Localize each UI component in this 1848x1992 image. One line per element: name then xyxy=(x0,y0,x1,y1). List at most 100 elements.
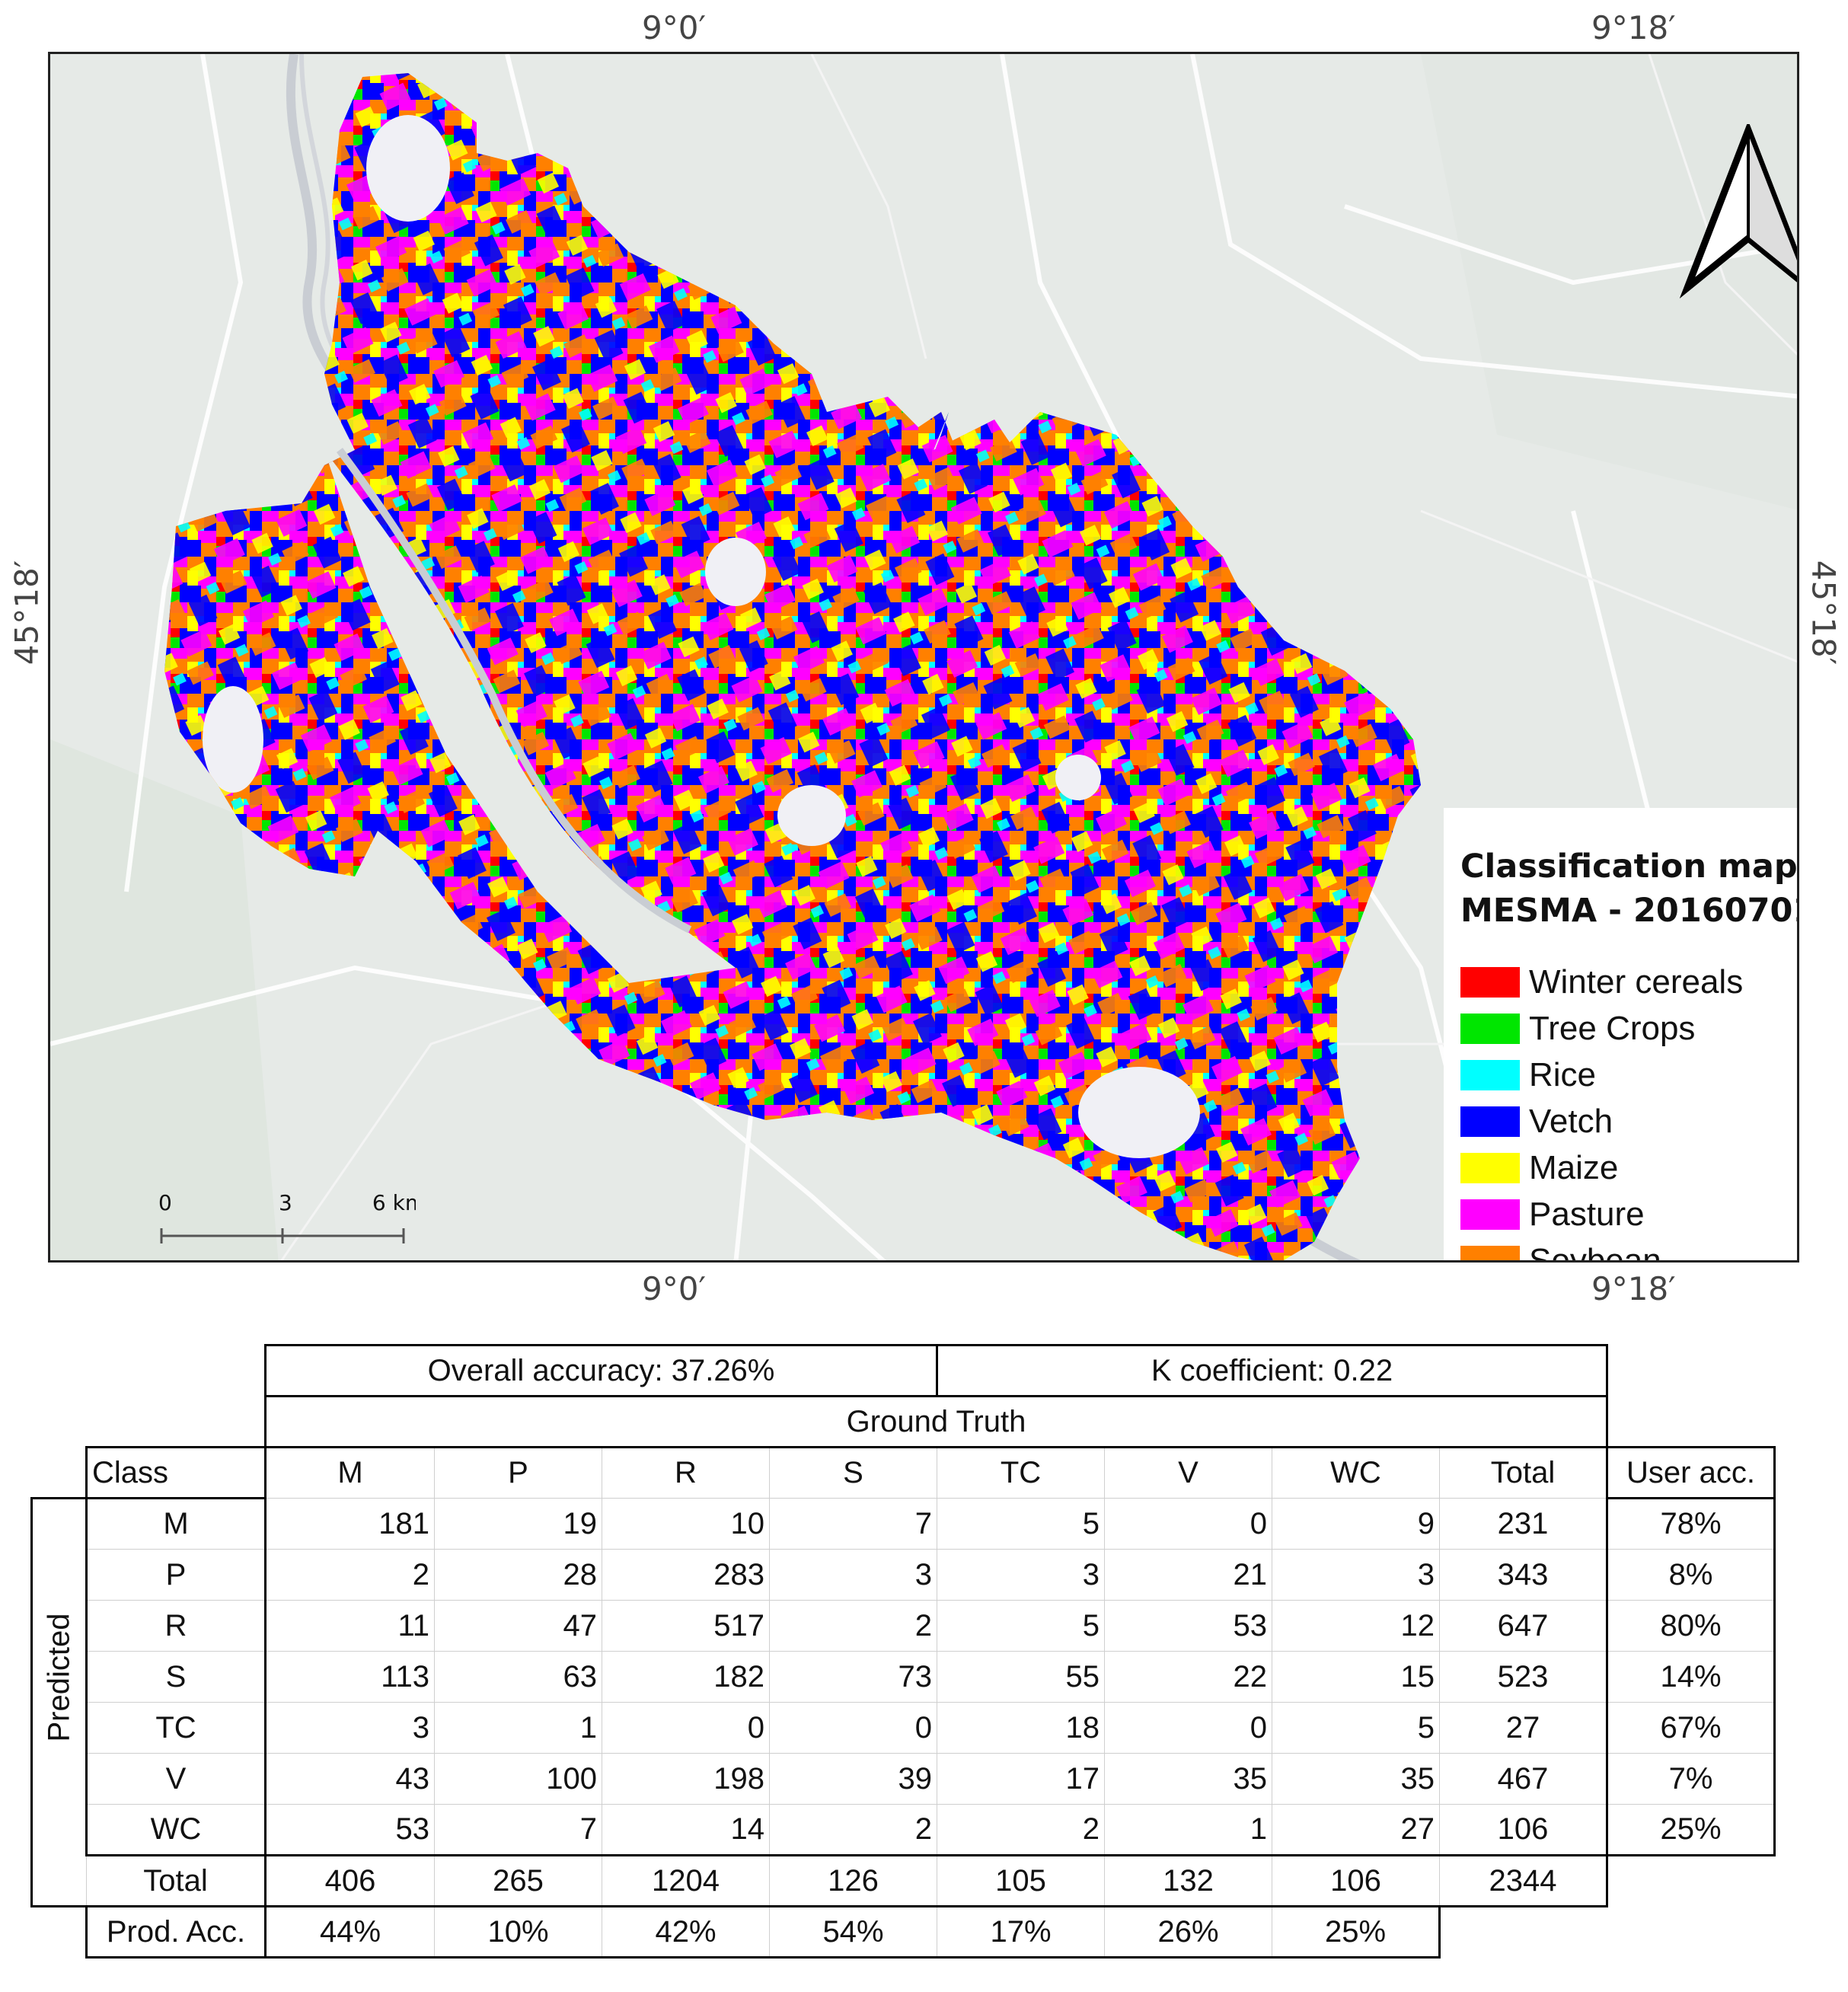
coord-top-right: 9°18′ xyxy=(1591,9,1676,46)
legend-item-tree-crops: Tree Crops xyxy=(1460,1005,1797,1052)
class-header: Class xyxy=(85,1446,266,1499)
cell: 47 xyxy=(434,1600,602,1652)
cell: 21 xyxy=(1104,1549,1272,1601)
cell: 22 xyxy=(1104,1651,1272,1703)
ground-truth-row: Ground Truth xyxy=(32,1395,1775,1448)
legend-swatch xyxy=(1460,1199,1520,1230)
cell: 55 xyxy=(937,1651,1105,1703)
user-acc: 8% xyxy=(1607,1549,1776,1601)
scale-tick-label-3: 3 xyxy=(279,1190,292,1215)
table-row: V 43 100 198 39 17 35 35 467 7% xyxy=(32,1753,1776,1805)
col-header-total: Total xyxy=(1439,1446,1608,1499)
cell: 73 xyxy=(769,1651,937,1703)
legend-label: Vetch xyxy=(1529,1102,1613,1140)
total-cell: 132 xyxy=(1104,1855,1272,1907)
table-row: Predicted M 181 19 10 7 5 0 9 231 78% xyxy=(30,1497,1776,1856)
grand-total: 2344 xyxy=(1439,1855,1608,1907)
prod-acc-cell: 44% xyxy=(265,1906,435,1958)
legend-item-rice: Rice xyxy=(1460,1052,1797,1098)
prod-acc-cell: 17% xyxy=(937,1906,1105,1958)
ground-truth-header: Ground Truth xyxy=(264,1395,1608,1448)
cell: 517 xyxy=(602,1600,770,1652)
cell: 3 xyxy=(265,1702,435,1754)
cell: 35 xyxy=(1104,1753,1272,1805)
row-total: 647 xyxy=(1439,1600,1608,1652)
cell: 39 xyxy=(769,1753,937,1805)
cell: 12 xyxy=(1272,1600,1440,1652)
cell: 2 xyxy=(769,1804,937,1856)
cell: 2 xyxy=(937,1804,1105,1856)
legend-label: Maize xyxy=(1529,1148,1619,1186)
scale-tick-label-6: 6 km xyxy=(372,1190,416,1215)
user-acc: 67% xyxy=(1607,1702,1776,1754)
row-label: R xyxy=(85,1600,267,1652)
prod-acc-cell: 26% xyxy=(1104,1906,1272,1958)
cell: 3 xyxy=(769,1549,937,1601)
cell: 7 xyxy=(769,1498,937,1550)
legend-swatch xyxy=(1460,1106,1520,1137)
legend-swatch xyxy=(1460,1013,1520,1044)
col-header-p: P xyxy=(434,1446,602,1499)
prod-acc-label: Prod. Acc. xyxy=(85,1906,267,1958)
overall-accuracy: Overall accuracy: 37.26% xyxy=(264,1344,938,1397)
total-cell: 106 xyxy=(1272,1855,1440,1907)
cell: 15 xyxy=(1272,1651,1440,1703)
coord-bottom-left: 9°0′ xyxy=(642,1270,706,1307)
prod-acc-cell: 54% xyxy=(769,1906,937,1958)
user-acc-header: User acc. xyxy=(1606,1446,1776,1499)
row-label: M xyxy=(85,1498,267,1550)
total-cell: 1204 xyxy=(602,1855,770,1907)
user-acc: 14% xyxy=(1607,1651,1776,1703)
legend-swatch xyxy=(1460,1245,1520,1260)
legend-item-vetch: Vetch xyxy=(1460,1098,1797,1144)
total-cell: 265 xyxy=(434,1855,602,1907)
table-row: WC 53 7 14 2 2 1 27 106 25% xyxy=(32,1804,1776,1856)
basemap xyxy=(50,54,1797,1260)
table-row: P 2 28 283 3 3 21 3 343 8% xyxy=(32,1549,1776,1601)
cell: 10 xyxy=(602,1498,770,1550)
coord-top-left: 9°0′ xyxy=(642,9,706,46)
row-total: 106 xyxy=(1439,1804,1608,1856)
total-row-label: Total xyxy=(86,1855,267,1907)
row-label: WC xyxy=(85,1804,267,1856)
coord-bottom-right: 9°18′ xyxy=(1591,1270,1676,1307)
cell: 283 xyxy=(602,1549,770,1601)
row-label: P xyxy=(85,1549,267,1601)
row-total: 27 xyxy=(1439,1702,1608,1754)
coord-left: 45°18′ xyxy=(8,560,46,666)
prod-acc-cell: 10% xyxy=(434,1906,602,1958)
cell: 35 xyxy=(1272,1753,1440,1805)
cell: 181 xyxy=(265,1498,435,1550)
total-cell: 126 xyxy=(769,1855,937,1907)
prod-acc-cell: 42% xyxy=(602,1906,770,1958)
cell: 11 xyxy=(265,1600,435,1652)
legend-items: Winter cereals Tree Crops Rice Vetch Mai… xyxy=(1460,959,1797,1263)
cell: 28 xyxy=(434,1549,602,1601)
legend-item-pasture: Pasture xyxy=(1460,1191,1797,1237)
col-header-v: V xyxy=(1104,1446,1272,1499)
legend-label: Winter cereals xyxy=(1529,962,1744,1001)
cell: 0 xyxy=(1104,1498,1272,1550)
row-total: 343 xyxy=(1439,1549,1608,1601)
prod-acc-cell: 25% xyxy=(1272,1906,1441,1958)
row-label: V xyxy=(85,1753,267,1805)
user-acc: 78% xyxy=(1607,1498,1776,1550)
cell: 53 xyxy=(265,1804,435,1856)
row-label: S xyxy=(85,1651,267,1703)
scale-tick-label-0: 0 xyxy=(158,1190,172,1215)
cell: 27 xyxy=(1272,1804,1440,1856)
user-acc: 80% xyxy=(1607,1600,1776,1652)
legend-title-line1: Classification map xyxy=(1460,848,1798,886)
cell: 100 xyxy=(434,1753,602,1805)
confusion-matrix: Overall accuracy: 37.26% K coefficient: … xyxy=(30,1344,1776,1958)
cell: 5 xyxy=(937,1498,1105,1550)
cell: 5 xyxy=(937,1600,1105,1652)
cell: 1 xyxy=(1104,1804,1272,1856)
map-legend: Classification map MESMA - 20160701 Wint… xyxy=(1444,808,1798,1263)
predicted-axis-cell: Predicted xyxy=(30,1497,88,1856)
cell: 0 xyxy=(602,1702,770,1754)
row-total: 231 xyxy=(1439,1498,1608,1550)
map-frame[interactable]: 0 3 6 km Classification map MESMA - 2016… xyxy=(48,52,1799,1263)
legend-label: Soybean xyxy=(1529,1241,1661,1263)
col-header-wc: WC xyxy=(1272,1446,1440,1499)
